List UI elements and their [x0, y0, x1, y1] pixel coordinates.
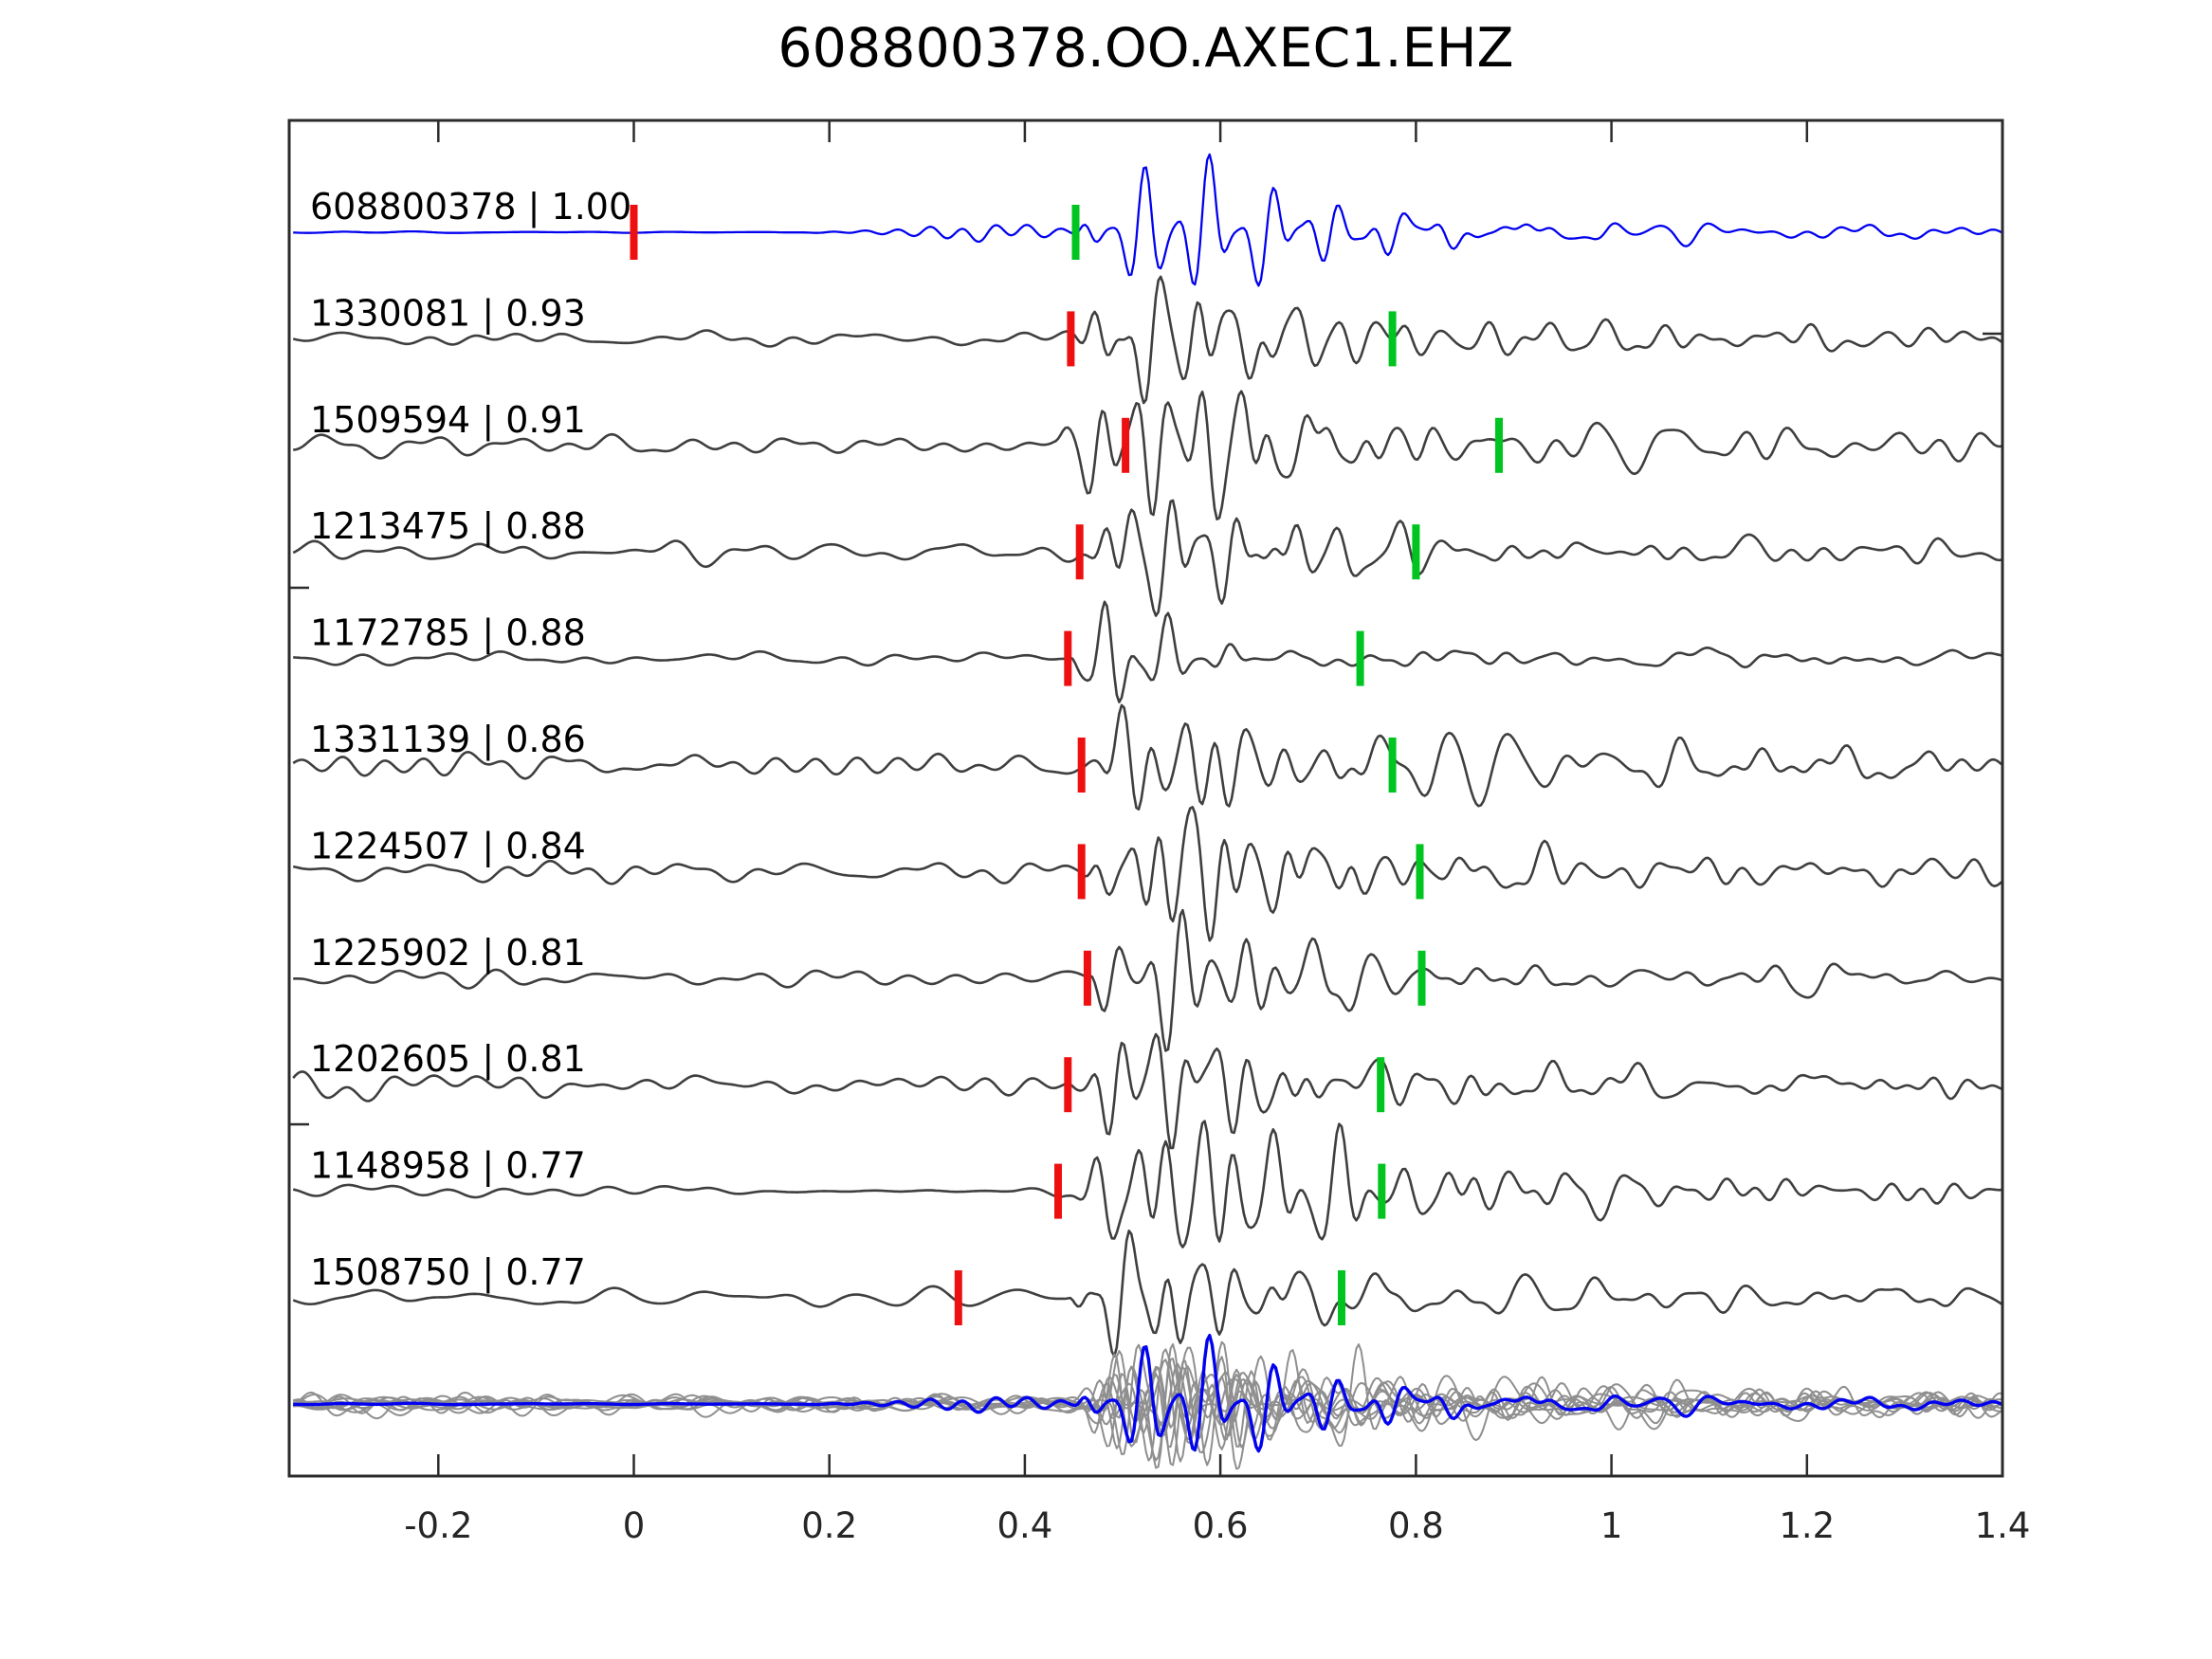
pick-markers-layer [630, 205, 1503, 1325]
trace-labels-layer: 608800378 | 1.00 1330081 | 0.93 1509594 | … [310, 186, 631, 1294]
trace-path [293, 390, 2002, 520]
trace-label: 1224507 | 0.84 [310, 825, 586, 867]
template-trace-path [293, 153, 2002, 287]
red-pick-marker [1067, 311, 1075, 367]
green-pick-marker [1071, 205, 1080, 260]
plot-border [287, 118, 2004, 1478]
stack-template-path [293, 1334, 2002, 1453]
axes: -0.2 0 0.2 0.4 0.6 0.8 1 1.2 1.4 [290, 121, 2031, 1546]
red-pick-marker [1122, 417, 1130, 473]
trace-label: 1213475 | 0.88 [310, 505, 586, 548]
stack-trace-path [292, 1350, 2002, 1444]
trace-label: 1202605 | 0.81 [310, 1038, 586, 1081]
page-title: 608800378.OO.AXEC1.EHZ [777, 17, 1514, 80]
trace-label: 608800378 | 1.00 [310, 186, 631, 228]
x-tick-label: 0.4 [996, 1505, 1052, 1546]
x-tick-label: -0.2 [404, 1505, 472, 1546]
green-pick-marker [1338, 1270, 1345, 1325]
trace-path [292, 1032, 2002, 1150]
trace-label: 1172785 | 0.88 [310, 612, 586, 655]
trace-path [292, 275, 2002, 405]
trace-path [293, 908, 2002, 1052]
red-pick-marker [630, 205, 638, 260]
trace-label: 1508750 | 0.77 [310, 1251, 586, 1294]
red-pick-marker [1064, 1057, 1072, 1113]
red-pick-marker [1075, 524, 1084, 580]
red-pick-marker [1054, 1163, 1062, 1219]
red-pick-marker [1077, 738, 1086, 793]
green-pick-marker [1378, 1163, 1386, 1219]
green-pick-marker [1388, 738, 1397, 793]
green-pick-marker [1412, 524, 1420, 580]
x-tick-label: 0 [623, 1505, 646, 1546]
green-pick-marker [1417, 950, 1426, 1006]
trace-path [292, 703, 2002, 811]
green-pick-marker [1495, 417, 1503, 473]
trace-label: 1225902 | 0.81 [310, 932, 586, 975]
x-tick-label: 1.2 [1779, 1505, 1835, 1546]
green-pick-marker [1377, 1057, 1385, 1113]
red-pick-marker [954, 1270, 962, 1325]
red-pick-marker [1064, 630, 1072, 686]
waveforms-layer [292, 153, 2002, 1470]
trace-path [292, 806, 2002, 942]
red-pick-marker [1083, 950, 1091, 1006]
green-pick-marker [1416, 844, 1424, 900]
trace-label: 1509594 | 0.91 [310, 399, 586, 442]
trace-label: 1331139 | 0.86 [310, 719, 586, 761]
green-pick-marker [1388, 311, 1397, 367]
green-pick-marker [1356, 630, 1364, 686]
x-tick-label: 0.8 [1388, 1505, 1444, 1546]
x-tick-label: 1.4 [1975, 1505, 2031, 1546]
trace-label: 1330081 | 0.93 [310, 292, 586, 335]
trace-path [292, 499, 2002, 617]
red-pick-marker [1077, 844, 1086, 900]
x-tick-label: 1 [1600, 1505, 1623, 1546]
trace-path [293, 600, 2002, 703]
trace-path [292, 1230, 2002, 1358]
x-tick-label: 0.2 [801, 1505, 857, 1546]
trace-path [292, 1120, 2002, 1249]
x-tick-label: 0.6 [1193, 1505, 1249, 1546]
stack-trace-path [292, 1343, 2002, 1455]
trace-label: 1148958 | 0.77 [310, 1145, 586, 1188]
